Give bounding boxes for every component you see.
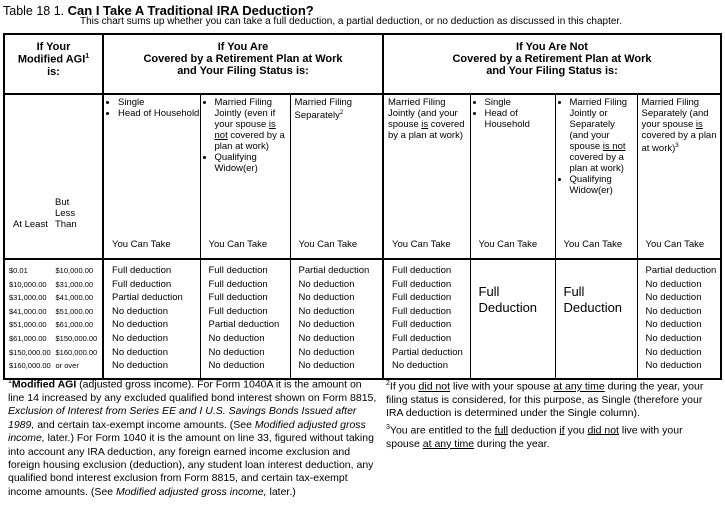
at-least-value: $10,000.00	[9, 279, 47, 289]
deduction-cell: Full deduction	[112, 265, 172, 276]
deduction-cell: Full deduction	[392, 332, 452, 344]
table-subtitle: This chart sums up whether you can take …	[80, 16, 622, 27]
deduction-cell: No deduction	[208, 332, 265, 344]
agi-ranges: $0.01 $10,000.00 $10,000.00 $31,000.00 $31,0…	[3, 258, 104, 380]
deduction-cell: No deduction	[298, 278, 355, 290]
deduction-cell: No deduction	[112, 332, 168, 344]
deduction-cell: No deduction	[112, 346, 168, 358]
less-than-value: $150,000.00	[55, 333, 98, 343]
deduction-cell: No deduction	[298, 305, 355, 317]
col-mfj-covered: Full deduction Full deduction Full deducti…	[199, 258, 291, 380]
deduction-cell: Partial deduction	[298, 265, 370, 276]
deduction-cell: No deduction	[645, 360, 702, 372]
deduction-cell: Full deduction	[208, 278, 268, 290]
agi-range: $31,000.00 $41,000.00	[5, 291, 102, 305]
agi-range: $10,000.00 $31,000.00	[5, 278, 102, 292]
deduction-cell: No deduction	[208, 346, 265, 358]
deduction-cell: Full deduction	[208, 292, 268, 304]
at-least-value: $41,000.00	[9, 306, 47, 316]
deduction-cell: Full deduction	[392, 319, 452, 331]
footnotes-2-3: 2If you did not live with your spouse at…	[386, 377, 716, 451]
agi-range: $150,000.00 $160,000.00	[5, 346, 102, 360]
deduction-cell: Full deduction	[208, 265, 268, 276]
deduction-cell: No deduction	[298, 319, 355, 331]
less-than-value: $61,000.00	[55, 320, 94, 330]
less-than-value: or over	[55, 361, 79, 371]
header-covered: If You Are Covered by a Retirement Plan a…	[102, 33, 384, 95]
deduction-cell: No deduction	[112, 305, 168, 317]
deduction-cell: No deduction	[298, 346, 355, 358]
deduction-cell: No deduction	[645, 305, 702, 317]
deduction-cell: No deduction	[298, 332, 355, 344]
at-least-value: $31,000.00	[9, 293, 47, 303]
at-least-value: $0.01	[9, 266, 28, 275]
agi-range: $41,000.00 $51,000.00	[5, 305, 102, 319]
deduction-cell: No deduction	[392, 360, 448, 372]
less-than-value: $10,000.00	[55, 266, 94, 275]
deduction-cell: Full deduction	[392, 292, 452, 304]
agi-range: $61,000.00 $150,000.00	[5, 332, 102, 346]
footnote-2: 2If you did not live with your spouse at…	[386, 380, 704, 420]
at-least-value: $61,000.00	[9, 333, 47, 343]
deduction-cell: No deduction	[645, 278, 702, 290]
deduction-cell: No deduction	[208, 360, 265, 372]
deduction-cell: Full deduction	[392, 278, 452, 290]
header-not-covered: If You Are Not Covered by a Retirement Pl…	[381, 33, 722, 95]
at-least-value: $150,000.00	[9, 347, 51, 357]
footnote-3: 3You are entitled to the full deduction …	[386, 423, 683, 450]
less-than-value: $31,000.00	[55, 279, 94, 289]
less-than-value: $160,000.00	[55, 347, 98, 357]
deduction-cell: Partial deduction	[645, 265, 717, 276]
status-mfs-covered: Married Filing Separately2 You Can Take	[289, 93, 384, 260]
deduction-cell: No deduction	[112, 360, 168, 372]
col-married-spouse-not-covered: Full Deduction	[554, 258, 638, 380]
status-mfs-spouse-covered: Married Filing Separately (and your spou…	[636, 93, 722, 260]
deduction-cell: No deduction	[112, 319, 168, 331]
ira-deduction-table: If Your Modified AGI1 is: If You Are Covere…	[3, 33, 723, 380]
deduction-cell: No deduction	[645, 332, 702, 344]
deduction-cell: Partial deduction	[392, 346, 463, 358]
deduction-cell: Partial deduction	[112, 292, 183, 304]
agi-labels: At Least But Less Than	[3, 93, 104, 260]
status-mfj-spouse-covered: Married Filing Jointly (and your spouse …	[382, 93, 471, 260]
deduction-cell: No deduction	[298, 292, 355, 304]
deduction-cell: No deduction	[645, 346, 702, 358]
deduction-cell: No deduction	[645, 292, 702, 304]
agi-range: $51,000.00 $61,000.00	[5, 318, 102, 332]
col-single-hoh: Full deduction Full deduction Partial dedu…	[102, 258, 201, 380]
deduction-cell: No deduction	[645, 319, 702, 331]
status-mfj-covered: Married Filing Jointly (even if your spo…	[199, 93, 291, 260]
deduction-cell: Full deduction	[392, 305, 452, 317]
deduction-cell: Partial deduction	[208, 319, 280, 331]
deduction-cell: Full deduction	[208, 305, 268, 317]
deduction-cell: No deduction	[298, 360, 355, 372]
at-least-value: $51,000.00	[9, 320, 47, 330]
deduction-cell: Full deduction	[112, 278, 172, 290]
agi-range: $0.01 $10,000.00	[5, 264, 102, 278]
at-least-value: $160,000.00	[9, 361, 51, 371]
agi-range: $160,000.00 or over	[5, 359, 102, 373]
header-agi: If Your Modified AGI1 is:	[3, 33, 104, 95]
footnote-1: 1Modified AGI (adjusted gross income). F…	[8, 378, 377, 498]
table-title: Table 18 1. Can I Take A Traditional IRA…	[3, 3, 314, 18]
full-deduction-merged: Full Deduction	[478, 284, 538, 315]
col-single-hoh-not-covered: Full Deduction	[469, 258, 556, 380]
less-than-value: $51,000.00	[55, 306, 94, 316]
less-than-value: $41,000.00	[55, 293, 94, 303]
col-mfs-spouse-covered: Partial deduction No deduction No deductio…	[636, 258, 722, 380]
col-mfs-covered: Partial deduction No deduction No deductio…	[289, 258, 384, 380]
full-deduction-merged: Full Deduction	[563, 284, 623, 315]
deduction-cell: Full deduction	[392, 265, 452, 276]
col-mfj-spouse-covered: Full deduction Full deduction Full deducti…	[382, 258, 471, 380]
status-married-spouse-not-covered: Married Filing Jointly or Separately (an…	[554, 93, 638, 260]
